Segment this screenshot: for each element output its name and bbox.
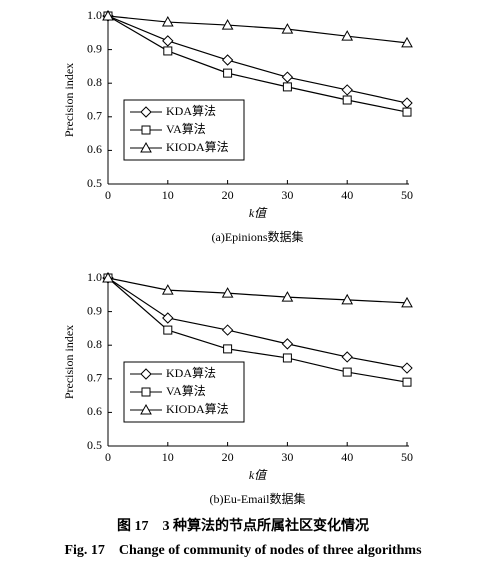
x-axis-label: k值	[249, 206, 268, 220]
x-tick-label: 50	[401, 450, 413, 464]
legend-marker	[141, 387, 151, 397]
chart-subtitle: (a)Epinions数据集	[212, 229, 304, 244]
legend-label: KDA算法	[166, 365, 216, 380]
x-tick-label: 40	[341, 450, 353, 464]
legend-marker	[140, 403, 152, 415]
data-point	[342, 367, 352, 377]
legend-label: KDA算法	[166, 103, 216, 118]
legend-marker	[140, 368, 152, 380]
data-point	[402, 377, 412, 387]
legend-label: KIODA算法	[166, 139, 229, 154]
y-tick-label: 0.5	[87, 176, 102, 190]
x-tick-label: 30	[281, 188, 293, 202]
y-axis-label: Precision index	[62, 63, 76, 137]
data-point	[282, 82, 292, 92]
y-tick-label: 0.5	[87, 438, 102, 452]
x-tick-label: 50	[401, 188, 413, 202]
data-point	[401, 296, 413, 308]
caption-en: Fig. 17 Change of community of nodes of …	[64, 543, 422, 558]
data-point	[401, 36, 413, 48]
data-point	[102, 271, 114, 283]
data-point	[221, 287, 234, 298]
data-point	[161, 284, 174, 295]
series-line	[107, 277, 408, 383]
data-point	[281, 338, 294, 350]
data-point	[161, 16, 174, 27]
y-axis-label: Precision index	[62, 325, 76, 399]
data-point	[223, 344, 233, 354]
data-point	[402, 107, 412, 117]
data-point	[341, 84, 353, 96]
data-point	[401, 362, 413, 374]
legend-marker	[140, 106, 152, 118]
y-tick-label: 0.6	[87, 404, 102, 418]
x-axis-label: k值	[249, 468, 268, 482]
chart-subtitle: (b)Eu-Email数据集	[210, 491, 306, 506]
data-point	[341, 293, 354, 305]
y-tick-label: 0.9	[87, 41, 102, 55]
y-tick-label: 0.7	[87, 109, 102, 123]
data-point	[163, 46, 173, 56]
data-point	[162, 35, 174, 47]
data-point	[401, 97, 413, 109]
series-line	[107, 15, 408, 104]
y-tick-label: 1.0	[87, 8, 102, 22]
x-tick-label: 30	[281, 450, 293, 464]
x-tick-label: 10	[162, 450, 174, 464]
data-point	[341, 30, 354, 41]
x-tick-label: 10	[162, 188, 174, 202]
data-point	[282, 353, 292, 363]
x-tick-label: 20	[222, 450, 234, 464]
data-point	[281, 71, 294, 83]
data-point	[342, 95, 352, 105]
series-line	[107, 15, 408, 44]
y-tick-label: 0.6	[87, 142, 102, 156]
data-point	[221, 54, 234, 66]
data-point	[163, 325, 173, 335]
series-line	[107, 277, 408, 369]
y-tick-label: 0.8	[87, 75, 102, 89]
legend-label: KIODA算法	[166, 401, 229, 416]
series-line	[107, 15, 408, 113]
data-point	[281, 23, 294, 34]
legend-label: VA算法	[166, 383, 206, 398]
caption-cn: 图 17 3 种算法的节点所属社区变化情况	[117, 517, 369, 534]
x-tick-label: 0	[105, 188, 111, 202]
y-tick-label: 0.9	[87, 303, 102, 317]
data-point	[341, 351, 353, 363]
legend-marker	[141, 125, 151, 135]
x-tick-label: 40	[341, 188, 353, 202]
x-tick-label: 20	[222, 188, 234, 202]
data-point	[221, 19, 234, 30]
data-point	[162, 312, 174, 324]
y-tick-label: 1.0	[87, 270, 102, 284]
y-tick-label: 0.8	[87, 337, 102, 351]
data-point	[223, 68, 233, 78]
data-point	[281, 291, 294, 302]
x-tick-label: 0	[105, 450, 111, 464]
legend-marker	[140, 141, 152, 153]
data-point	[221, 324, 234, 336]
y-tick-label: 0.7	[87, 371, 102, 385]
data-point	[102, 9, 114, 21]
legend-label: VA算法	[166, 121, 206, 136]
series-line	[107, 277, 408, 304]
